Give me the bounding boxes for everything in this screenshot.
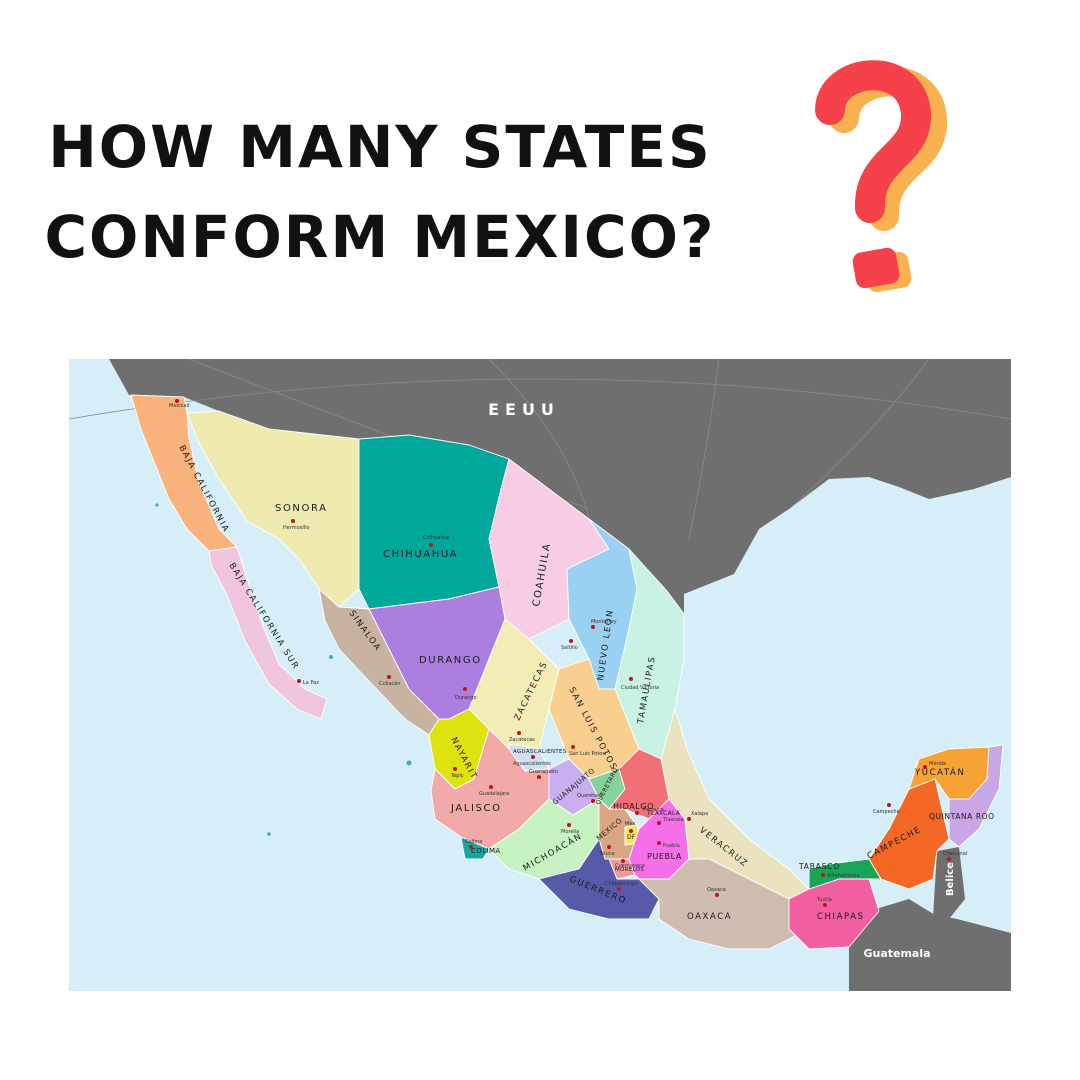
svg-text:Culiacán: Culiacán <box>379 680 400 687</box>
capital-toluca: Toluca <box>598 845 615 857</box>
capital-mexicali: Mexicali <box>169 399 189 409</box>
state-tabasco <box>808 858 882 890</box>
mexico-states-map: EEUU Belice Guatemala BAJA CALIFORNIA BA… <box>69 359 1011 991</box>
svg-text:Chihuahua: Chihuahua <box>423 535 450 541</box>
capital-chihuahua: Chihuahua <box>423 535 450 547</box>
svg-text:Saltillo: Saltillo <box>561 645 578 651</box>
capital-mex: Mex <box>625 821 635 833</box>
capital-pachuca: Pachuca <box>635 807 664 815</box>
state-quintana-roo <box>948 744 1004 848</box>
islands <box>155 503 412 836</box>
svg-text:Oaxaca: Oaxaca <box>707 887 726 893</box>
svg-text:Hermosillo: Hermosillo <box>283 525 310 531</box>
capital-la-paz: La Paz <box>297 679 319 686</box>
svg-text:Mexicali: Mexicali <box>169 403 189 409</box>
state-label-colima: COLIMA <box>471 847 501 855</box>
country-label-guatemala: Guatemala <box>863 947 930 960</box>
svg-text:Ciudad Victoria: Ciudad Victoria <box>621 685 659 691</box>
state-coahuila <box>488 458 610 640</box>
capital-zacatecas: Zacatecas <box>509 731 535 743</box>
svg-text:Villahermosa: Villahermosa <box>827 873 859 879</box>
capital-colima: Colima <box>465 839 482 849</box>
state-label-aguascalientes: AGUASCALIENTES <box>513 749 567 755</box>
guatemala-land <box>849 899 1011 991</box>
svg-text:Durango: Durango <box>455 695 477 701</box>
capital-chilpancingo: Chilpancingo <box>605 881 637 891</box>
capital-campeche: Campeche <box>873 803 900 815</box>
usa-land <box>109 359 1011 614</box>
state-label-yucatan: YUCATÁN <box>914 766 965 778</box>
capital-monterrey: Monterrey <box>591 619 617 629</box>
state-chihuahua <box>358 434 510 610</box>
state-label-sonora: SONORA <box>275 503 328 514</box>
state-label-oaxaca: OAXACA <box>687 912 732 922</box>
country-label-eeuu: EEUU <box>488 400 560 419</box>
state-colima <box>460 836 490 860</box>
svg-text:Cuernavaca: Cuernavaca <box>615 863 645 869</box>
svg-text:Xalapa: Xalapa <box>691 811 708 817</box>
svg-text:Tuxtla: Tuxtla <box>816 897 832 903</box>
state-label-morelos: MORELOS <box>615 867 644 873</box>
svg-text:Pachuca: Pachuca <box>643 807 664 813</box>
svg-text:Tlaxcala: Tlaxcala <box>662 817 684 823</box>
state-label-tabasco: TABASCO <box>798 862 840 871</box>
svg-text:Guadalajara: Guadalajara <box>479 791 509 797</box>
state-guerrero <box>538 838 660 920</box>
svg-text:Puebla: Puebla <box>663 843 680 849</box>
capital-villahermosa: Villahermosa <box>821 873 859 879</box>
capital-chetumal: Chetumal <box>943 851 967 861</box>
capital-xalapa: Xalapa <box>687 811 708 821</box>
capital-aguascalientes: Aguascalientes <box>513 755 551 767</box>
svg-text:San Luis Potosí: San Luis Potosí <box>569 750 607 757</box>
state-label-quintana-roo: QUINTANA ROO <box>929 812 995 821</box>
capital-san-luis-potosi: San Luis Potosí <box>569 745 607 757</box>
capital-durango: Durango <box>455 687 477 701</box>
svg-text:Guanajuato: Guanajuato <box>529 769 558 775</box>
svg-text:Campeche: Campeche <box>873 809 900 815</box>
svg-text:Morelia: Morelia <box>561 829 579 835</box>
state-label-chiapas: CHIAPAS <box>817 912 865 922</box>
capital-tepic: Tepic <box>450 767 464 779</box>
state-label-hidalgo: HIDALGO <box>613 802 654 811</box>
headline-line-2: CONFORM MEXICO? <box>44 203 716 271</box>
svg-text:Zacatecas: Zacatecas <box>509 737 535 743</box>
svg-text:La Paz: La Paz <box>303 680 319 686</box>
state-label-durango: DURANGO <box>419 655 482 666</box>
capital-hermosillo: Hermosillo <box>283 519 310 531</box>
capital-puebla: Puebla <box>657 841 680 849</box>
headline-line-1: HOW MANY STATES <box>48 113 712 181</box>
svg-text:Toluca: Toluca <box>598 851 615 857</box>
state-label-chihuahua: CHIHUAHUA <box>383 549 458 560</box>
state-campeche <box>868 778 950 890</box>
capital-cuernavaca: Cuernavaca <box>615 859 645 869</box>
question-mark-icon <box>815 60 947 293</box>
state-label-tlaxcala: TLAXCALA <box>646 810 681 817</box>
svg-text:Monterrey: Monterrey <box>591 619 617 625</box>
capital-oaxaca: Oaxaca <box>707 887 726 897</box>
svg-text:Aguascalientes: Aguascalientes <box>513 761 551 767</box>
svg-text:Querétaro: Querétaro <box>577 792 602 799</box>
capital-culiacan: Culiacán <box>379 675 400 687</box>
capital-tuxtla: Tuxtla <box>816 897 832 907</box>
state-label-puebla: PUEBLA <box>647 852 682 861</box>
capital-tlaxcala: Tlaxcala <box>657 817 684 825</box>
capital-queretaro: Querétaro <box>577 792 602 803</box>
svg-text:Tepic: Tepic <box>450 773 464 779</box>
state-label-df: DF <box>627 834 636 841</box>
capital-saltillo: Saltillo <box>561 639 578 651</box>
svg-text:Chilpancingo: Chilpancingo <box>605 881 637 887</box>
state-baja-california-sur <box>208 546 328 720</box>
capital-ciudad-victoria: Ciudad Victoria <box>621 677 659 691</box>
capital-morelia: Morelia <box>561 823 579 835</box>
capital-merida: Mérida <box>923 760 946 769</box>
svg-text:Colima: Colima <box>465 839 482 845</box>
state-label-jalisco: JALISCO <box>450 803 502 814</box>
capital-guanajuato: Guanajuato <box>529 769 558 779</box>
svg-text:Chetumal: Chetumal <box>943 851 967 857</box>
country-label-belize: Belice <box>945 862 956 896</box>
svg-text:Mex: Mex <box>625 821 635 827</box>
svg-text:Mérida: Mérida <box>929 760 946 767</box>
capital-guadalajara: Guadalajara <box>479 785 509 797</box>
belize-land <box>933 847 965 919</box>
